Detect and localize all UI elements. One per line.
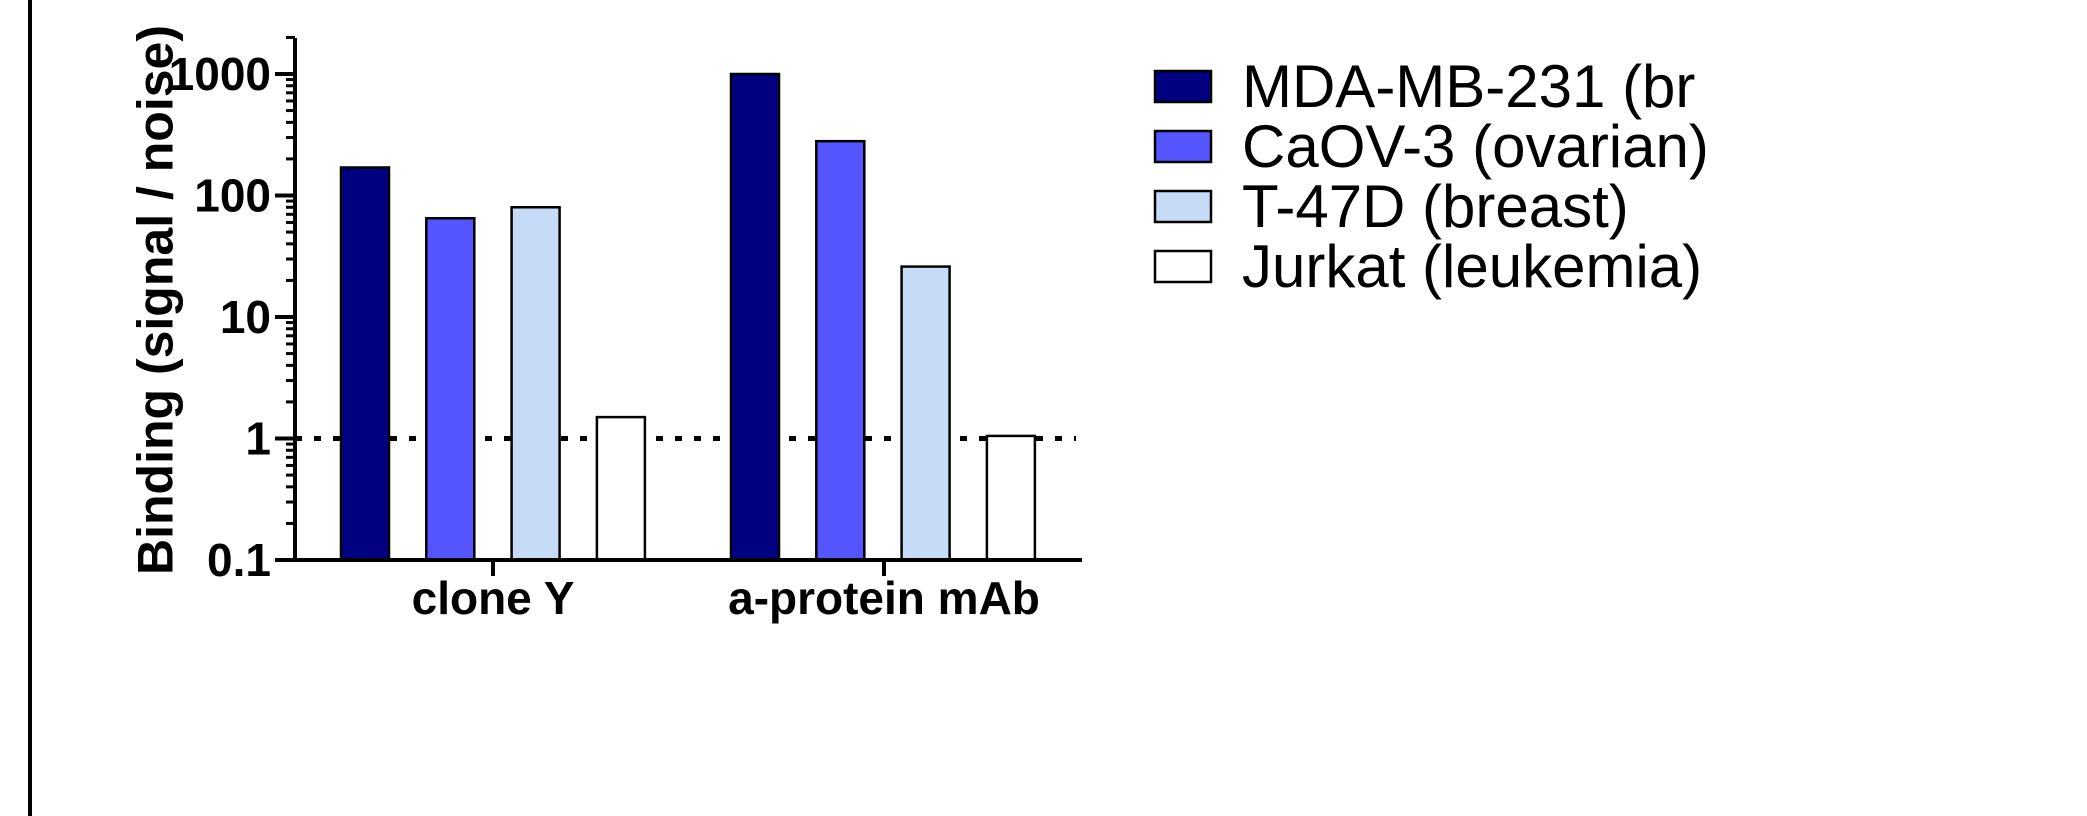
y-tick-label: 100 bbox=[194, 170, 271, 222]
bar bbox=[729, 72, 781, 562]
bar bbox=[985, 434, 1037, 562]
legend-label: T-47D (breast) bbox=[1242, 173, 1629, 240]
legend-label: Jurkat (leukemia) bbox=[1242, 233, 1702, 300]
legend-swatch bbox=[1153, 249, 1213, 284]
legend-label: CaOV-3 (ovarian) bbox=[1242, 113, 1709, 180]
legend-label: MDA-MB-231 (br bbox=[1242, 53, 1695, 120]
y-tick-label: 1000 bbox=[169, 48, 271, 100]
y-tick-label: 0.1 bbox=[207, 534, 271, 586]
plot-area: 0.1 1 10 100 1000 clone Y a-protein mAb bbox=[169, 35, 1082, 624]
bar bbox=[900, 265, 951, 562]
legend-swatch bbox=[1153, 69, 1213, 104]
bar bbox=[425, 216, 476, 562]
y-axis-title: Binding (signal / noise) bbox=[128, 25, 184, 575]
x-category-label: clone Y bbox=[412, 572, 575, 624]
legend-swatch bbox=[1153, 189, 1213, 224]
bar bbox=[595, 415, 647, 562]
bar bbox=[510, 206, 561, 562]
y-tick-label: 1 bbox=[245, 413, 271, 465]
bar bbox=[339, 166, 391, 562]
y-tick-label: 10 bbox=[220, 291, 271, 343]
legend-swatch bbox=[1153, 129, 1213, 164]
x-category-label: a-protein mAb bbox=[728, 572, 1040, 624]
bar bbox=[815, 139, 866, 562]
